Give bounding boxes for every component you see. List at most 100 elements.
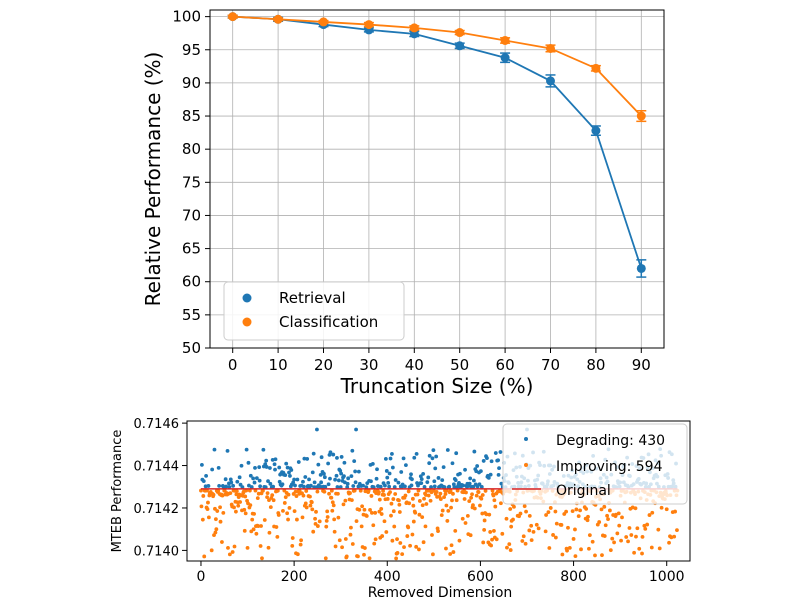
- scatter-point-degrading: [225, 448, 230, 453]
- scatter-point-improving: [531, 529, 536, 534]
- data-point-classification: [364, 20, 374, 30]
- scatter-point-improving: [382, 519, 387, 524]
- scatter-point-improving: [476, 490, 481, 494]
- scatter-point-improving: [211, 492, 216, 497]
- data-point-retrieval: [500, 53, 510, 63]
- scatter-point-degrading: [383, 456, 388, 461]
- scatter-point-improving: [657, 546, 662, 551]
- legend-label-original: Original: [556, 483, 611, 499]
- scatter-point-improving: [414, 544, 419, 549]
- series-line-classification: [232, 15, 642, 117]
- scatter-point-improving: [508, 548, 513, 552]
- scatter-point-improving: [564, 509, 569, 514]
- scatter-point-degrading: [432, 484, 437, 489]
- scatter-point-improving: [332, 517, 337, 522]
- scatter-point-improving: [570, 509, 575, 514]
- scatter-point-degrading: [479, 485, 484, 489]
- scatter-point-improving: [551, 533, 555, 537]
- scatter-point-improving: [444, 503, 449, 508]
- scatter-point-improving: [356, 554, 360, 559]
- scatter-point-degrading: [224, 484, 229, 489]
- scatter-point-improving: [483, 489, 488, 493]
- scatter-point-improving: [242, 507, 247, 512]
- scatter-point-degrading: [434, 454, 439, 459]
- scatter-point-degrading: [493, 451, 498, 455]
- legend-label-retrieval: Retrieval: [279, 289, 346, 307]
- data-point-classification: [319, 17, 328, 27]
- scatter-point-degrading: [369, 479, 373, 484]
- bottom-x-tick-label: 1000: [649, 569, 685, 585]
- scatter-point-improving: [290, 543, 295, 548]
- scatter-point-improving: [242, 528, 247, 533]
- scatter-point-improving: [330, 508, 335, 513]
- scatter-point-degrading: [410, 477, 414, 482]
- bottom-y-tick-label: 0.7142: [134, 502, 180, 517]
- scatter-point-improving: [457, 538, 462, 543]
- scatter-point-degrading: [427, 453, 432, 458]
- scatter-point-improving: [379, 512, 384, 516]
- scatter-point-improving: [470, 492, 474, 497]
- scatter-point-improving: [315, 524, 320, 528]
- scatter-point-degrading: [263, 462, 268, 467]
- scatter-point-degrading: [453, 478, 458, 483]
- scatter-point-degrading: [335, 485, 340, 489]
- scatter-point-improving: [309, 500, 314, 505]
- scatter-point-degrading: [328, 450, 333, 455]
- scatter-point-improving: [511, 517, 515, 522]
- scatter-point-improving: [400, 552, 405, 557]
- scatter-point-improving: [391, 497, 396, 501]
- scatter-point-degrading: [463, 467, 467, 472]
- scatter-point-improving: [484, 512, 489, 517]
- top-legend-box: [223, 281, 405, 341]
- scatter-point-improving: [234, 492, 239, 497]
- scatter-point-degrading: [310, 470, 315, 475]
- scatter-point-improving: [336, 515, 341, 520]
- scatter-point-improving: [608, 548, 613, 553]
- scatter-point-improving: [213, 530, 218, 535]
- scatter-point-improving: [213, 517, 218, 522]
- scatter-point-improving: [393, 492, 398, 496]
- data-point-retrieval: [591, 126, 601, 136]
- scatter-point-degrading: [318, 472, 323, 477]
- scatter-point-improving: [544, 513, 548, 517]
- scatter-point-degrading: [312, 480, 317, 485]
- scatter-point-degrading: [403, 484, 407, 489]
- bottom-y-ticks: 0.7140 0.7142 0.7144 0.7146: [134, 417, 187, 559]
- scatter-point-degrading: [461, 483, 466, 488]
- scatter-point-degrading: [403, 463, 408, 468]
- scatter-point-degrading: [472, 449, 477, 454]
- scatter-point-improving: [645, 522, 650, 527]
- top-y-tick-label: 95: [182, 41, 201, 59]
- scatter-point-improving: [362, 552, 366, 557]
- scatter-point-improving: [364, 514, 369, 518]
- scatter-point-improving: [369, 494, 374, 498]
- scatter-point-degrading: [277, 465, 282, 470]
- scatter-point-improving: [416, 488, 421, 493]
- scatter-point-improving: [440, 508, 445, 513]
- scatter-point-improving: [534, 522, 539, 527]
- scatter-point-improving: [373, 537, 378, 542]
- scatter-point-degrading: [283, 473, 288, 478]
- scatter-point-degrading: [227, 485, 232, 489]
- scatter-point-degrading: [431, 448, 436, 453]
- scatter-point-improving: [554, 521, 559, 526]
- scatter-point-degrading: [354, 427, 358, 432]
- scatter-point-improving: [226, 546, 230, 550]
- scatter-point-improving: [201, 494, 206, 498]
- scatter-point-improving: [468, 533, 473, 538]
- scatter-point-degrading: [246, 460, 251, 465]
- scatter-point-improving: [199, 488, 203, 493]
- scatter-point-improving: [527, 514, 532, 518]
- scatter-point-improving: [333, 544, 338, 549]
- scatter-point-degrading: [458, 471, 462, 476]
- scatter-point-improving: [453, 529, 458, 533]
- scatter-point-improving: [406, 525, 411, 530]
- scatter-point-improving: [406, 489, 411, 494]
- top-y-tick-label: 80: [182, 140, 201, 158]
- scatter-point-degrading: [454, 451, 459, 456]
- scatter-point-improving: [619, 538, 623, 543]
- scatter-point-improving: [449, 543, 454, 548]
- scatter-point-degrading: [264, 458, 269, 463]
- scatter-point-degrading: [223, 477, 228, 482]
